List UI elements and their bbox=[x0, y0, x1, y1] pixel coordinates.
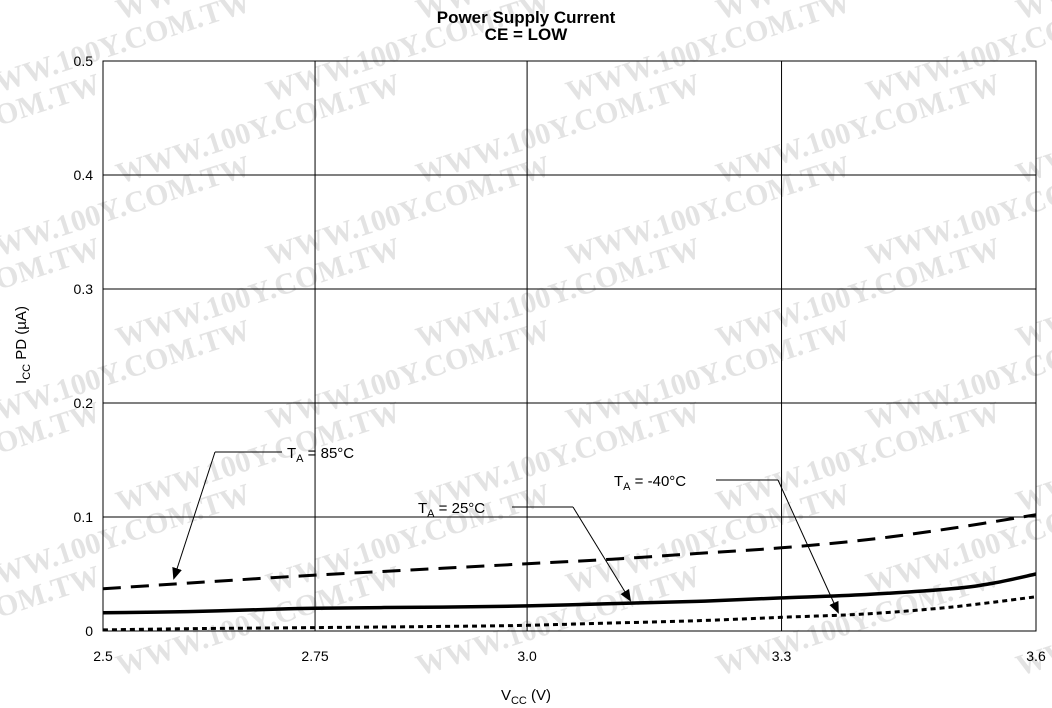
watermark-text: WWW.100Y.COM.TW bbox=[562, 149, 855, 272]
y-tick-labels: 0 0.1 0.2 0.3 0.4 0.5 bbox=[74, 53, 94, 639]
chart-title: Power Supply Current bbox=[437, 8, 616, 27]
series-minus40c-line bbox=[102, 595, 1037, 632]
x-tick-label: 2.5 bbox=[93, 648, 113, 664]
watermark-layer: WWW.100Y.COM.TW WWW.100Y.COM.TW WWW.100Y.C… bbox=[0, 0, 1052, 683]
watermark-text: WWW.100Y.COM.TW bbox=[112, 395, 405, 518]
watermark-text: WWW.100Y.COM.TW bbox=[262, 313, 555, 436]
annotation-25c: TA = 25°C bbox=[418, 500, 485, 520]
x-axis-label: VCC (V) bbox=[501, 687, 551, 707]
series-lines bbox=[102, 513, 1037, 632]
watermark-text: WWW.100Y.COM.TW bbox=[0, 0, 105, 27]
y-axis-label: ICC PD (µA) bbox=[13, 306, 33, 384]
series-85c-line bbox=[102, 513, 1037, 591]
grid-lines bbox=[102, 60, 1037, 632]
watermark-text: WWW.100Y.COM.TW bbox=[1012, 231, 1052, 354]
watermark-text: WWW.100Y.COM.TW bbox=[712, 395, 1005, 518]
watermark-text: WWW.100Y.COM.TW bbox=[712, 559, 1005, 682]
y-tick-label: 0.3 bbox=[74, 281, 94, 297]
x-tick-labels: 2.5 2.75 3.0 3.3 3.6 bbox=[93, 648, 1046, 664]
watermark-text: WWW.100Y.COM.TW bbox=[562, 477, 855, 600]
chart-subtitle: CE = LOW bbox=[485, 25, 569, 44]
watermark-text: WWW.100Y.COM.TW bbox=[562, 313, 855, 436]
y-tick-label: 0.4 bbox=[74, 167, 94, 183]
watermark-text: WWW.100Y.COM.TW bbox=[262, 149, 555, 272]
leader-85c-arrow bbox=[172, 451, 216, 580]
watermark-text: WWW.100Y.COM.TW bbox=[412, 231, 705, 354]
series-25c-line bbox=[102, 572, 1037, 615]
watermark-text: WWW.100Y.COM.TW bbox=[412, 559, 705, 682]
watermark-text: WWW.100Y.COM.TW bbox=[112, 231, 405, 354]
leader-minus40c-arrow bbox=[777, 479, 839, 614]
watermark-text: WWW.100Y.COM.TW bbox=[1012, 67, 1052, 190]
y-tick-label: 0.1 bbox=[74, 509, 94, 525]
leader-25c-arrow bbox=[572, 506, 632, 602]
y-tick-label: 0 bbox=[85, 623, 93, 639]
watermark-text: WWW.100Y.COM.TW bbox=[712, 67, 1005, 190]
x-tick-label: 2.75 bbox=[301, 648, 328, 664]
annotation-minus40c: TA = -40°C bbox=[614, 473, 686, 493]
watermark-text: WWW.100Y.COM.TW bbox=[712, 231, 1005, 354]
x-tick-label: 3.6 bbox=[1026, 648, 1046, 664]
watermark-text: WWW.100Y.COM.TW bbox=[262, 477, 555, 600]
annotation-85c: TA = 85°C bbox=[287, 445, 354, 465]
watermark-text: WWW.100Y.COM.TW bbox=[1012, 395, 1052, 518]
x-tick-label: 3.3 bbox=[772, 648, 792, 664]
series-annotations: TA = 85°C TA = 25°C TA = -40°C bbox=[172, 445, 839, 614]
watermark-text: WWW.100Y.COM.TW bbox=[412, 67, 705, 190]
x-tick-label: 3.0 bbox=[517, 648, 537, 664]
y-tick-label: 0.2 bbox=[74, 395, 94, 411]
y-tick-label: 0.5 bbox=[74, 53, 94, 69]
watermark-text: WWW.100Y.COM.TW bbox=[112, 67, 405, 190]
